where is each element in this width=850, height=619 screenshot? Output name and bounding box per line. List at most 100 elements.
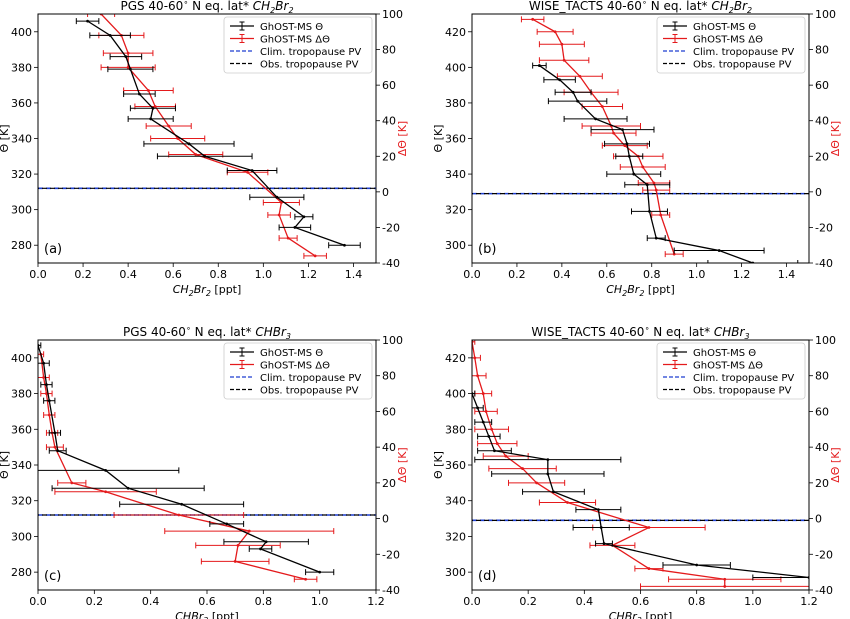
y2-tick-label: 100 [815,8,836,21]
x-tick-label: 0.6 [598,268,616,281]
y-tick-label: 300 [11,204,32,217]
y-tick-label: 400 [445,61,466,74]
chart-title: WISE_TACTS 40-60∘ N eq. lat* CH2Br2 [529,0,752,15]
y-tick-label: 280 [11,239,32,252]
data-point [286,236,290,240]
y2-tick-label: 80 [815,44,829,57]
legend-box [223,342,373,400]
data-point [53,431,57,435]
data-point [153,105,157,108]
y2-tick-label: 0 [382,513,389,526]
y-axis-label: Θ [K] [432,451,445,479]
series-line [532,18,675,255]
x-tick-label: 0.0 [463,595,481,608]
data-point [187,142,191,146]
data-point [45,392,48,395]
x-tick-label: 1.2 [733,268,751,281]
x-tick-label: 1.4 [778,268,796,281]
y2-axis-label: ΔΘ [K] [829,121,842,156]
data-point [70,481,74,485]
legend-label: GhOST-MS ΔΘ [693,361,763,372]
data-point [495,442,499,445]
legend-label: Clim. tropopause PV [260,47,361,58]
y2-axis-label: ΔΘ [K] [829,447,842,482]
y2-axis-label: ΔΘ [K] [396,447,409,482]
data-point [602,542,606,545]
y2-tick-label: 80 [382,370,396,383]
x-tick-label: 1.0 [255,268,273,281]
y2-tick-label: -20 [382,548,400,561]
data-point [641,165,645,169]
y-tick-label: 360 [11,97,32,110]
y-tick-label: 320 [445,530,466,543]
x-tick-label: 0.2 [74,268,92,281]
data-point [647,567,651,570]
data-point [625,142,629,146]
data-point [42,376,46,379]
y-axis-label: Θ [K] [0,451,11,479]
x-tick-label: 0.6 [198,595,216,608]
x-tick-label: 1.2 [367,595,385,608]
y-tick-label: 300 [445,566,466,579]
data-point [672,252,676,256]
y-tick-label: 340 [445,168,466,181]
data-point [124,55,128,59]
y2-tick-label: 40 [815,441,829,454]
x-axis-label: CH2Br2 [ppt] [173,283,242,298]
y-tick-label: 320 [11,495,32,508]
data-point [562,58,566,62]
data-point [126,486,130,490]
data-point [484,410,488,413]
data-point [279,201,283,204]
y2-tick-label: -20 [815,548,833,561]
data-point [149,117,153,121]
data-point [531,17,535,21]
series-delta-theta [38,351,335,583]
plot-area [38,342,376,583]
data-point [104,468,107,472]
y2-tick-label: 0 [815,513,822,526]
data-point [552,490,555,494]
y-tick-label: 400 [11,352,32,365]
data-point [632,172,636,176]
x-tick-label: 0.2 [508,268,526,281]
y-tick-label: 300 [11,530,32,543]
data-point [558,78,562,82]
y-tick-label: 360 [445,133,466,146]
x-tick-label: 1.2 [300,268,318,281]
y-tick-label: 340 [445,495,466,508]
panel-d: WISE_TACTS 40-60∘ N eq. lat* CHBr3 0.0 0.2… [432,324,842,619]
data-point [177,513,181,517]
panel-label: (a) [44,242,62,257]
series-delta-theta [87,14,327,259]
axes-frame [37,13,377,264]
x-tick-label: 1.0 [744,595,762,608]
y2-tick-label: 80 [382,44,396,57]
data-point [180,502,184,506]
data-point [695,563,699,567]
y2-tick-label: 60 [382,79,396,92]
x-tick-label: 1.2 [800,595,818,608]
legend-label: GhOST-MS Θ [260,22,323,33]
data-point [723,585,727,588]
series-line [539,65,754,263]
chart-title: PGS 40-60∘ N eq. lat* CH2Br2 [120,0,293,15]
data-point [476,374,480,378]
y2-tick-label: 0 [815,186,822,199]
data-point [504,454,508,458]
y2-tick-label: 60 [382,405,396,418]
y-tick-label: 400 [11,26,32,39]
data-point [481,392,485,395]
y2-tick-label: -40 [815,257,833,270]
x-tick-label: 0.4 [119,268,137,281]
y2-tick-label: 20 [382,150,396,163]
series-line [472,341,726,587]
data-point [45,383,48,387]
series-line [100,14,316,257]
data-point [147,89,150,92]
data-point [654,188,658,192]
y-tick-label: 340 [11,459,32,472]
y2-tick-label: 20 [815,150,829,163]
